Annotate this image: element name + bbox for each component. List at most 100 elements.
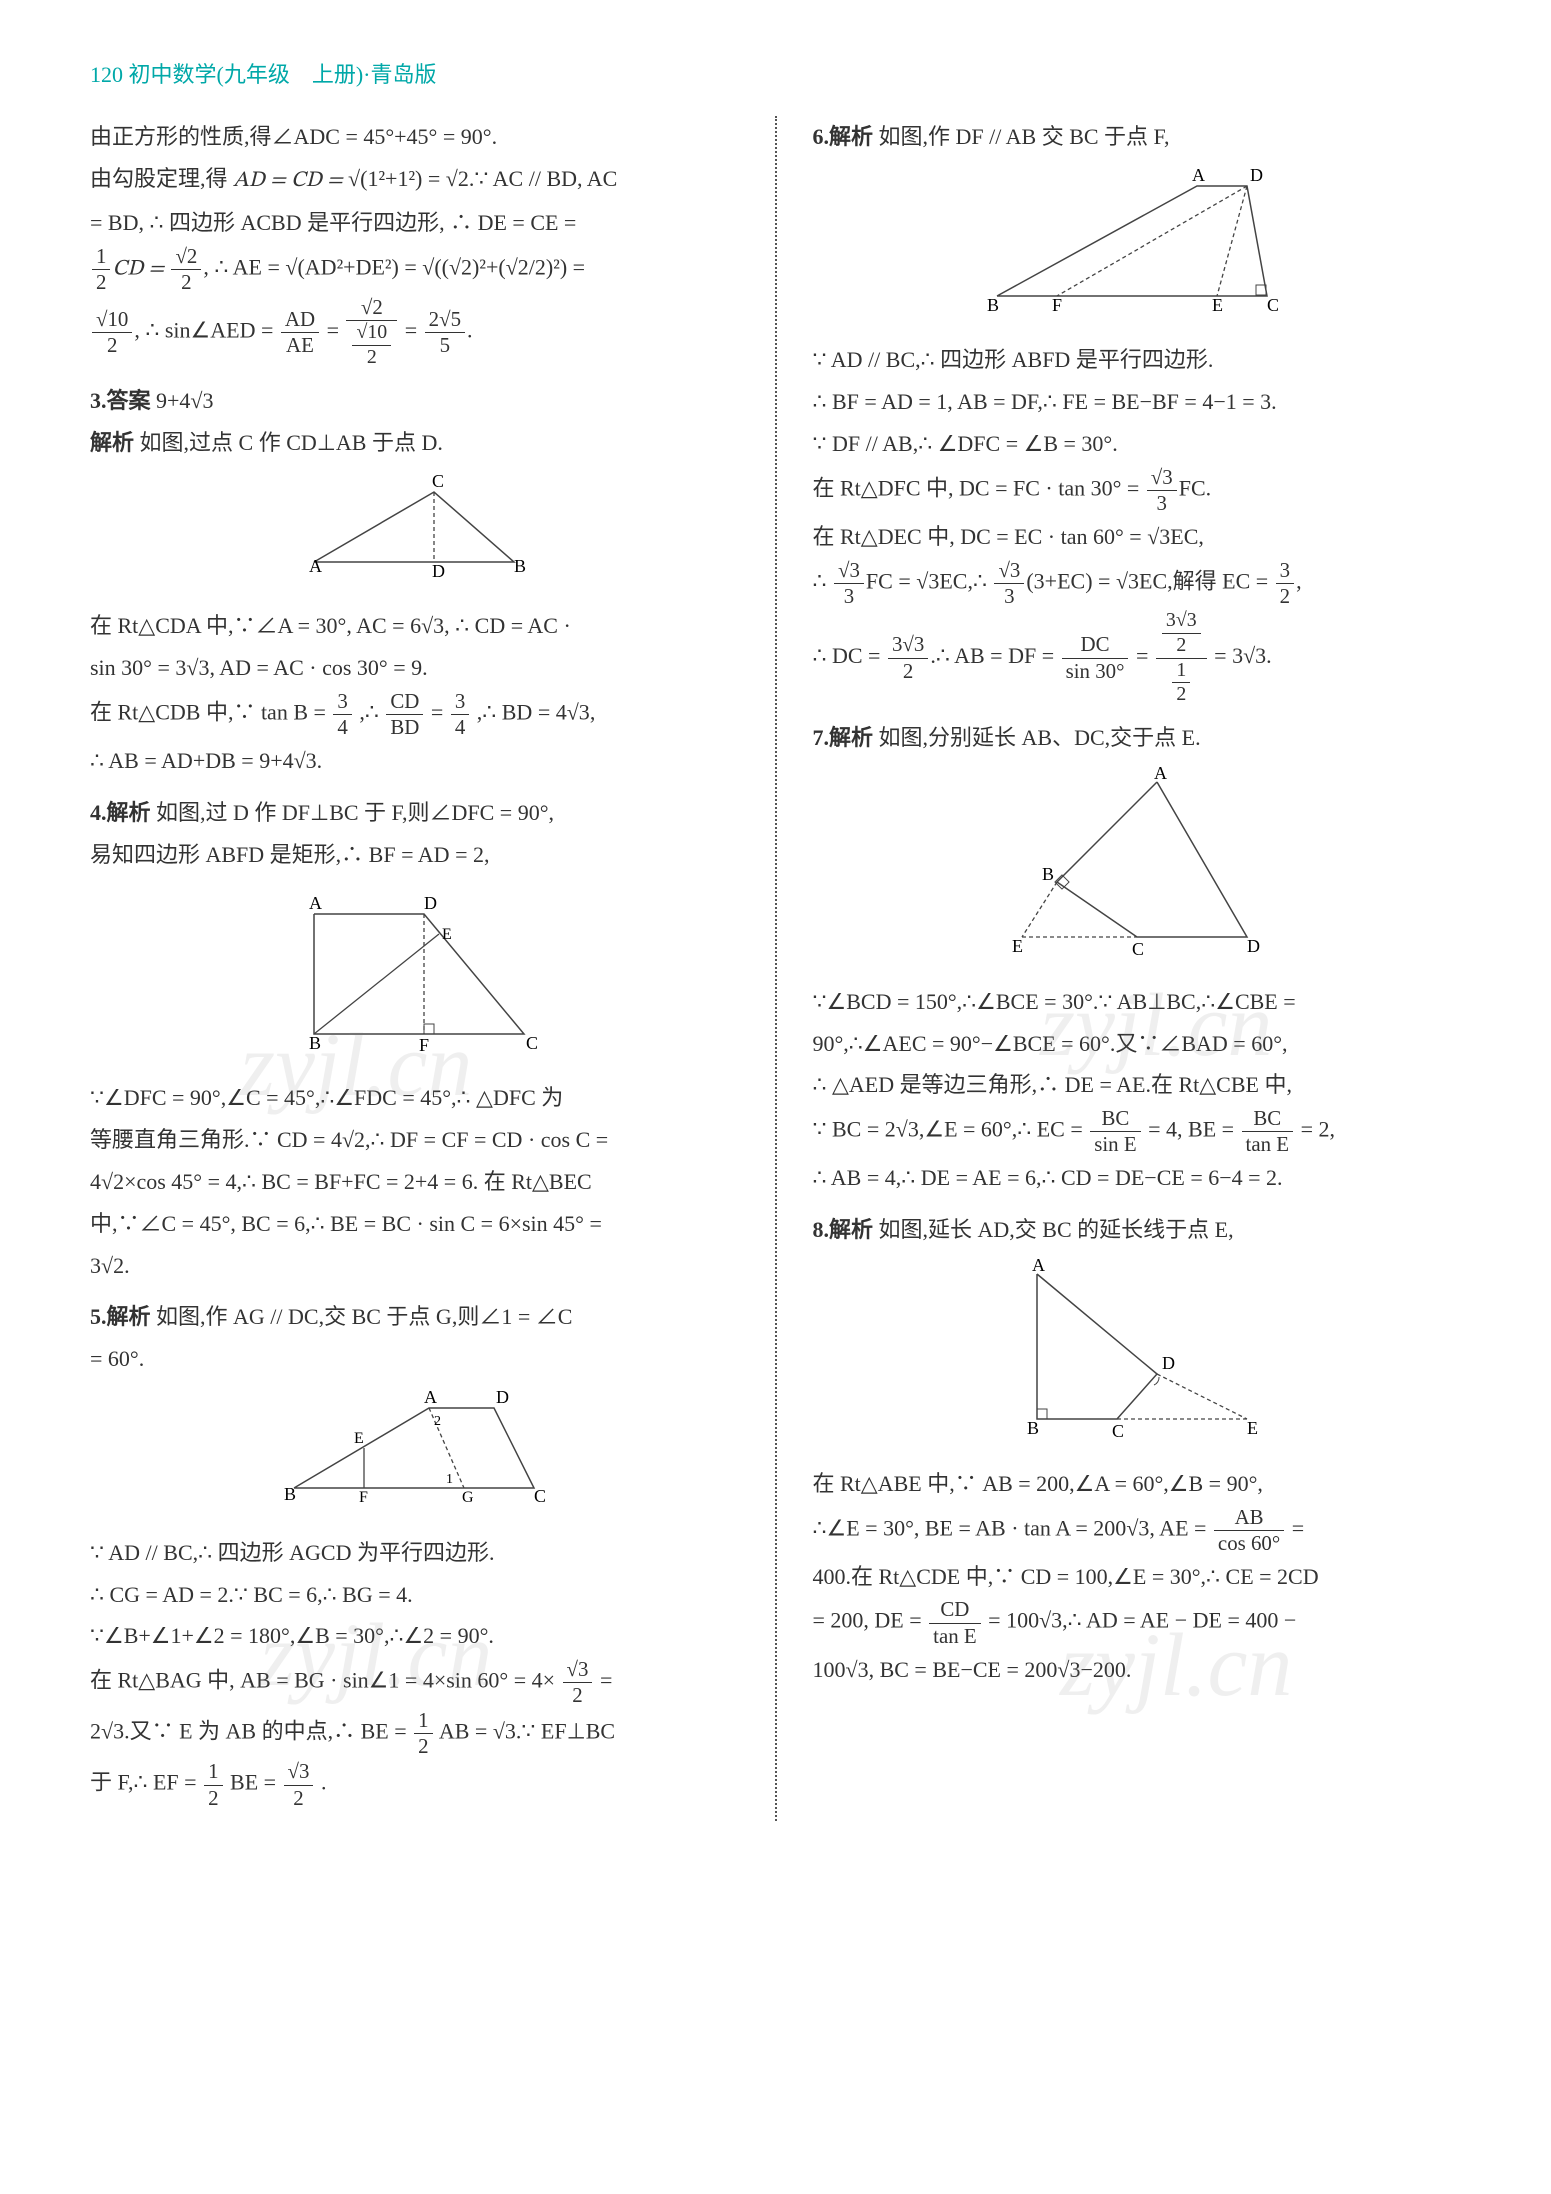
fig7-quad-icon: A B E C D bbox=[987, 767, 1287, 957]
t: , AE = bbox=[1149, 1515, 1212, 1540]
lbl: C bbox=[526, 1033, 538, 1053]
line: 90°,∴∠AEC = 90°−∠BCE = 60°.又∵∠BAD = 60°, bbox=[813, 1023, 1462, 1065]
lbl: E bbox=[442, 926, 452, 943]
eq: AD = CD = bbox=[233, 170, 348, 192]
sqrt: √3 bbox=[1126, 1515, 1149, 1540]
frac-icon: CDBD bbox=[386, 689, 423, 740]
t: = bbox=[431, 700, 449, 725]
lbl: E bbox=[1012, 936, 1023, 956]
lbl: G bbox=[462, 1489, 474, 1506]
sqrt: √3 bbox=[1147, 524, 1170, 549]
frac-icon: 32 bbox=[1276, 558, 1294, 609]
frac-icon: √33 bbox=[994, 558, 1024, 609]
t: EC,∴ bbox=[939, 568, 992, 593]
q7-label: 7.解析 bbox=[813, 725, 874, 750]
frac-icon: √102 bbox=[92, 307, 132, 358]
frac-icon: ABcos 60° bbox=[1214, 1505, 1284, 1556]
column-divider bbox=[775, 116, 777, 1821]
t: 如图,过点 C 作 CD⊥AB 于点 D. bbox=[140, 430, 443, 455]
line: ∵∠BCD = 150°,∴∠BCE = 30°.∵ AB⊥BC,∴∠CBE = bbox=[813, 981, 1462, 1023]
sqrt: √((√2)²+(√2/2)²) bbox=[422, 255, 567, 280]
sqrt: √3 bbox=[421, 613, 444, 638]
frac-icon: 34 bbox=[333, 689, 351, 740]
page-header: 120 初中数学(九年级 上册)·青岛版 bbox=[90, 54, 1461, 96]
t: , ∴ sin∠AED = bbox=[134, 318, 279, 343]
fig5-wrap: B F G C A D E 1 2 bbox=[90, 1388, 739, 1522]
sqrt: √3 bbox=[896, 1117, 919, 1142]
t: = 3 bbox=[1214, 643, 1243, 668]
line: ∵ AD // BC,∴ 四边形 ABFD 是平行四边形. bbox=[813, 339, 1462, 381]
fig3-triangle-icon: A B C D bbox=[284, 472, 544, 582]
lbl: F bbox=[359, 1489, 368, 1506]
lbl: C bbox=[432, 472, 444, 491]
sqrt: √3 bbox=[916, 568, 939, 593]
t: 在 Rt△BAG 中, AB = BG · sin∠1 = 4×sin 60° … bbox=[90, 1668, 555, 1693]
lbl: 1 bbox=[446, 1472, 453, 1487]
line: ∴ AB = 4,∴ DE = AE = 6,∴ CD = DE−CE = 6−… bbox=[813, 1157, 1462, 1199]
sqrt: √3 bbox=[1116, 568, 1139, 593]
t: = bbox=[1286, 1515, 1304, 1540]
t: 如图,分别延长 AB、DC,交于点 E. bbox=[879, 725, 1201, 750]
t: .∵ AC // BD, AC bbox=[469, 166, 617, 191]
q3: 3.答案 9+4√3 解析 如图,过点 C 作 CD⊥AB 于点 D. A B … bbox=[90, 380, 739, 782]
t: = 200, DE = bbox=[813, 1608, 928, 1633]
line: ∵∠B+∠1+∠2 = 180°,∠B = 30°,∴∠2 = 90°. bbox=[90, 1615, 739, 1657]
frac-icon: √33 bbox=[834, 558, 864, 609]
t: FC. bbox=[1179, 475, 1211, 500]
t: ∵ BC = 2 bbox=[813, 1117, 896, 1142]
line: 于 F,∴ EF = 12 BE = √32 . bbox=[90, 1759, 739, 1810]
t: 如图,作 DF // AB 交 BC 于点 F, bbox=[879, 124, 1170, 149]
line: 等腰直角三角形.∵ CD = 4√2,∴ DF = CF = CD · cos … bbox=[90, 1119, 739, 1161]
fig4-trapezoid-icon: A B C D E F bbox=[274, 884, 554, 1054]
t: 100 bbox=[813, 1657, 846, 1682]
t: ∴∠E = 30°, BE = AB · tan A = 200 bbox=[813, 1515, 1127, 1540]
lbl: A bbox=[309, 893, 322, 913]
page-number: 120 bbox=[90, 62, 123, 87]
eq: CD = bbox=[112, 259, 169, 281]
lbl: B bbox=[309, 1033, 321, 1053]
fig4-wrap: A B C D E F bbox=[90, 884, 739, 1068]
sqrt: √3 bbox=[1243, 643, 1266, 668]
q4: 4.解析 如图,过 D 作 DF⊥BC 于 F,则∠DFC = 90°, 易知四… bbox=[90, 792, 739, 1286]
frac-icon: √32 bbox=[563, 1657, 593, 1708]
frac-icon: BCtan E bbox=[1242, 1106, 1294, 1157]
fig8-quad-icon: A B C D E bbox=[987, 1259, 1287, 1439]
t: , BC = BE−CE = 200 bbox=[869, 1657, 1058, 1682]
t: = bbox=[399, 255, 422, 280]
line: ∴ △AED 是等边三角形,∴ DE = AE.在 Rt△CBE 中, bbox=[813, 1064, 1462, 1106]
lbl: E bbox=[1212, 295, 1223, 315]
q5: 5.解析 如图,作 AG // DC,交 BC 于点 G,则∠1 = ∠C = … bbox=[90, 1296, 739, 1810]
problem-2-text: 由正方形的性质,得∠ADC = 45°+45° = 90°. 由勾股定理,得 A… bbox=[90, 116, 739, 370]
t: 在 Rt△CDA 中,∵∠A = 30°, AC = 6 bbox=[90, 613, 421, 638]
t: 2 bbox=[90, 1719, 101, 1744]
lbl: A bbox=[1192, 166, 1205, 185]
t: BE = bbox=[230, 1770, 282, 1795]
line: 在 Rt△BAG 中, AB = BG · sin∠1 = 4×sin 60° … bbox=[90, 1657, 739, 1708]
jiexi-label: 解析 bbox=[90, 430, 134, 455]
t: ∴ bbox=[813, 568, 833, 593]
line: 在 Rt△CDA 中,∵∠A = 30°, AC = 6√3, ∴ CD = A… bbox=[90, 605, 739, 647]
lbl: D bbox=[1250, 166, 1263, 185]
two-column-layout: 由正方形的性质,得∠ADC = 45°+45° = 90°. 由勾股定理,得 A… bbox=[90, 116, 1461, 1821]
line: 在 Rt△DEC 中, DC = EC · tan 60° = √3EC, bbox=[813, 516, 1462, 558]
lbl: B bbox=[987, 295, 999, 315]
lbl: C bbox=[534, 1486, 546, 1506]
lbl: F bbox=[1052, 295, 1062, 315]
sqrt: √3 bbox=[1039, 1608, 1062, 1633]
lbl: A bbox=[1032, 1259, 1045, 1275]
frac-icon: √32 bbox=[284, 1759, 314, 1810]
t: 由勾股定理,得 bbox=[90, 166, 233, 191]
frac-icon: CDtan E bbox=[929, 1597, 981, 1648]
q7: 7.解析 如图,分别延长 AB、DC,交于点 E. A B E C D ∵∠BC… bbox=[813, 717, 1462, 1199]
fig6-wrap: A D B F E C bbox=[813, 166, 1462, 330]
sqrt: √2 bbox=[446, 166, 469, 191]
frac-icon: 2√55 bbox=[425, 307, 465, 358]
t: = 4, BE = bbox=[1143, 1117, 1240, 1142]
fig3-wrap: A B C D bbox=[90, 472, 739, 596]
t: 于 F,∴ EF = bbox=[90, 1770, 202, 1795]
lbl: D bbox=[1162, 1353, 1175, 1373]
line: 在 Rt△CDB 中,∵ tan B = 34 ,∴ CDBD = 34 ,∴ … bbox=[90, 689, 739, 740]
line: = 60°. bbox=[90, 1338, 739, 1380]
t: 在 Rt△CDB 中,∵ tan B = bbox=[90, 700, 331, 725]
t: ,∴ AD = AE − DE = 400 − bbox=[1062, 1608, 1296, 1633]
